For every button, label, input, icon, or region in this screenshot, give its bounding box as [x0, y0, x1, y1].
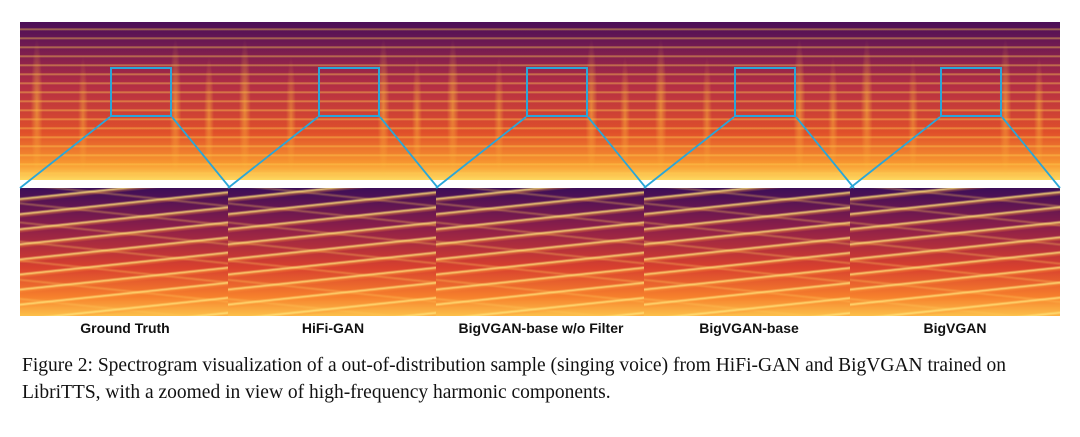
- panel-hifi-gan: HiFi-GAN: [228, 0, 438, 338]
- panel-label: BigVGAN-base: [699, 320, 799, 336]
- full-spectrogram: [850, 22, 1060, 180]
- zoom-region-box: [734, 67, 796, 117]
- full-spectrogram: [644, 22, 854, 180]
- panel-label: Ground Truth: [80, 320, 170, 336]
- zoom-region-box: [110, 67, 172, 117]
- figure-caption: Figure 2: Spectrogram visualization of a…: [22, 355, 1007, 403]
- panel-bigvgan-base: BigVGAN-base: [644, 0, 854, 338]
- panel-label: HiFi-GAN: [301, 320, 365, 336]
- zoom-region-box: [318, 67, 380, 117]
- zoomed-spectrogram: [20, 188, 230, 316]
- zoom-region-box: [940, 67, 1002, 117]
- zoomed-spectrogram: [228, 188, 438, 316]
- full-spectrogram: [228, 22, 438, 180]
- zoomed-spectrogram: [644, 188, 854, 316]
- full-spectrogram: [20, 22, 230, 180]
- zoomed-spectrogram: [436, 188, 646, 316]
- panel-label: BigVGAN: [923, 320, 987, 336]
- panel-bigvgan: BigVGAN: [850, 0, 1060, 338]
- zoom-region-box: [526, 67, 588, 117]
- full-spectrogram: [436, 22, 646, 180]
- panel-label: BigVGAN-base w/o Filter: [458, 320, 624, 336]
- zoomed-spectrogram: [850, 188, 1060, 316]
- panel-ground-truth: Ground Truth: [20, 0, 230, 338]
- panel-bigvgan-base-wo-filter: BigVGAN-base w/o Filter: [436, 0, 646, 338]
